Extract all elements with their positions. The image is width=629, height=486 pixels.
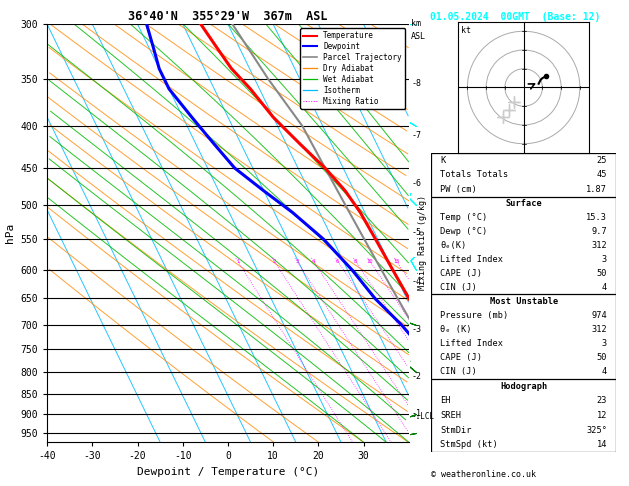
Text: 14: 14: [597, 440, 607, 449]
Text: Temp (°C): Temp (°C): [440, 213, 487, 222]
Text: 50: 50: [597, 269, 607, 278]
Text: -2: -2: [412, 372, 422, 381]
Text: 9.7: 9.7: [591, 227, 607, 236]
Text: 10: 10: [367, 259, 373, 263]
Text: -7: -7: [412, 131, 422, 139]
Text: Totals Totals: Totals Totals: [440, 171, 508, 179]
Text: kt: kt: [460, 26, 470, 35]
Text: Lifted Index: Lifted Index: [440, 255, 503, 264]
Y-axis label: hPa: hPa: [5, 223, 15, 243]
Text: 312: 312: [591, 241, 607, 250]
Text: Pressure (mb): Pressure (mb): [440, 311, 508, 320]
Text: -3: -3: [412, 325, 422, 334]
Text: Lifted Index: Lifted Index: [440, 339, 503, 348]
Legend: Temperature, Dewpoint, Parcel Trajectory, Dry Adiabat, Wet Adiabat, Isotherm, Mi: Temperature, Dewpoint, Parcel Trajectory…: [301, 28, 405, 109]
Text: -8: -8: [412, 80, 422, 88]
Title: 36°40'N  355°29'W  367m  ASL: 36°40'N 355°29'W 367m ASL: [128, 10, 328, 23]
Text: 974: 974: [591, 311, 607, 320]
Text: 3: 3: [602, 255, 607, 264]
Text: θₑ(K): θₑ(K): [440, 241, 466, 250]
Text: Mixing Ratio (g/kg): Mixing Ratio (g/kg): [418, 195, 427, 291]
Text: Surface: Surface: [505, 199, 542, 208]
Text: CIN (J): CIN (J): [440, 282, 477, 292]
Text: 15: 15: [393, 259, 399, 263]
Text: © weatheronline.co.uk: © weatheronline.co.uk: [431, 469, 536, 479]
Text: 12: 12: [597, 411, 607, 420]
Text: 312: 312: [591, 325, 607, 334]
Text: ASL: ASL: [411, 32, 426, 41]
Text: StmDir: StmDir: [440, 426, 472, 434]
Text: 50: 50: [597, 353, 607, 363]
Text: Most Unstable: Most Unstable: [489, 296, 558, 306]
Text: 3: 3: [295, 259, 299, 263]
Text: 01.05.2024  00GMT  (Base: 12): 01.05.2024 00GMT (Base: 12): [430, 12, 600, 22]
Text: Hodograph: Hodograph: [500, 382, 547, 391]
X-axis label: Dewpoint / Temperature (°C): Dewpoint / Temperature (°C): [137, 467, 319, 477]
Text: 4: 4: [602, 282, 607, 292]
Text: CAPE (J): CAPE (J): [440, 353, 482, 363]
Text: 1: 1: [236, 259, 240, 263]
Text: EH: EH: [440, 397, 450, 405]
Text: 6: 6: [336, 259, 340, 263]
Text: StmSpd (kt): StmSpd (kt): [440, 440, 498, 449]
Text: -5: -5: [412, 228, 422, 237]
Text: 15.3: 15.3: [586, 213, 607, 222]
Text: SREH: SREH: [440, 411, 461, 420]
Text: -1: -1: [412, 409, 422, 418]
Text: PW (cm): PW (cm): [440, 185, 477, 194]
Text: K: K: [440, 156, 445, 165]
Text: 45: 45: [597, 171, 607, 179]
Text: 1.87: 1.87: [586, 185, 607, 194]
Text: 2: 2: [272, 259, 276, 263]
Text: 4: 4: [602, 367, 607, 377]
Text: 25: 25: [597, 156, 607, 165]
Text: Dewp (°C): Dewp (°C): [440, 227, 487, 236]
Text: 23: 23: [597, 397, 607, 405]
Text: CAPE (J): CAPE (J): [440, 269, 482, 278]
Text: -₁LCL: -₁LCL: [412, 412, 435, 421]
Text: 4: 4: [312, 259, 315, 263]
Text: 325°: 325°: [586, 426, 607, 434]
Text: 8: 8: [354, 259, 357, 263]
Text: θₑ (K): θₑ (K): [440, 325, 472, 334]
Text: -4: -4: [412, 277, 422, 286]
Text: 3: 3: [602, 339, 607, 348]
Text: CIN (J): CIN (J): [440, 367, 477, 377]
Text: km: km: [411, 19, 421, 29]
Text: -6: -6: [412, 179, 422, 188]
